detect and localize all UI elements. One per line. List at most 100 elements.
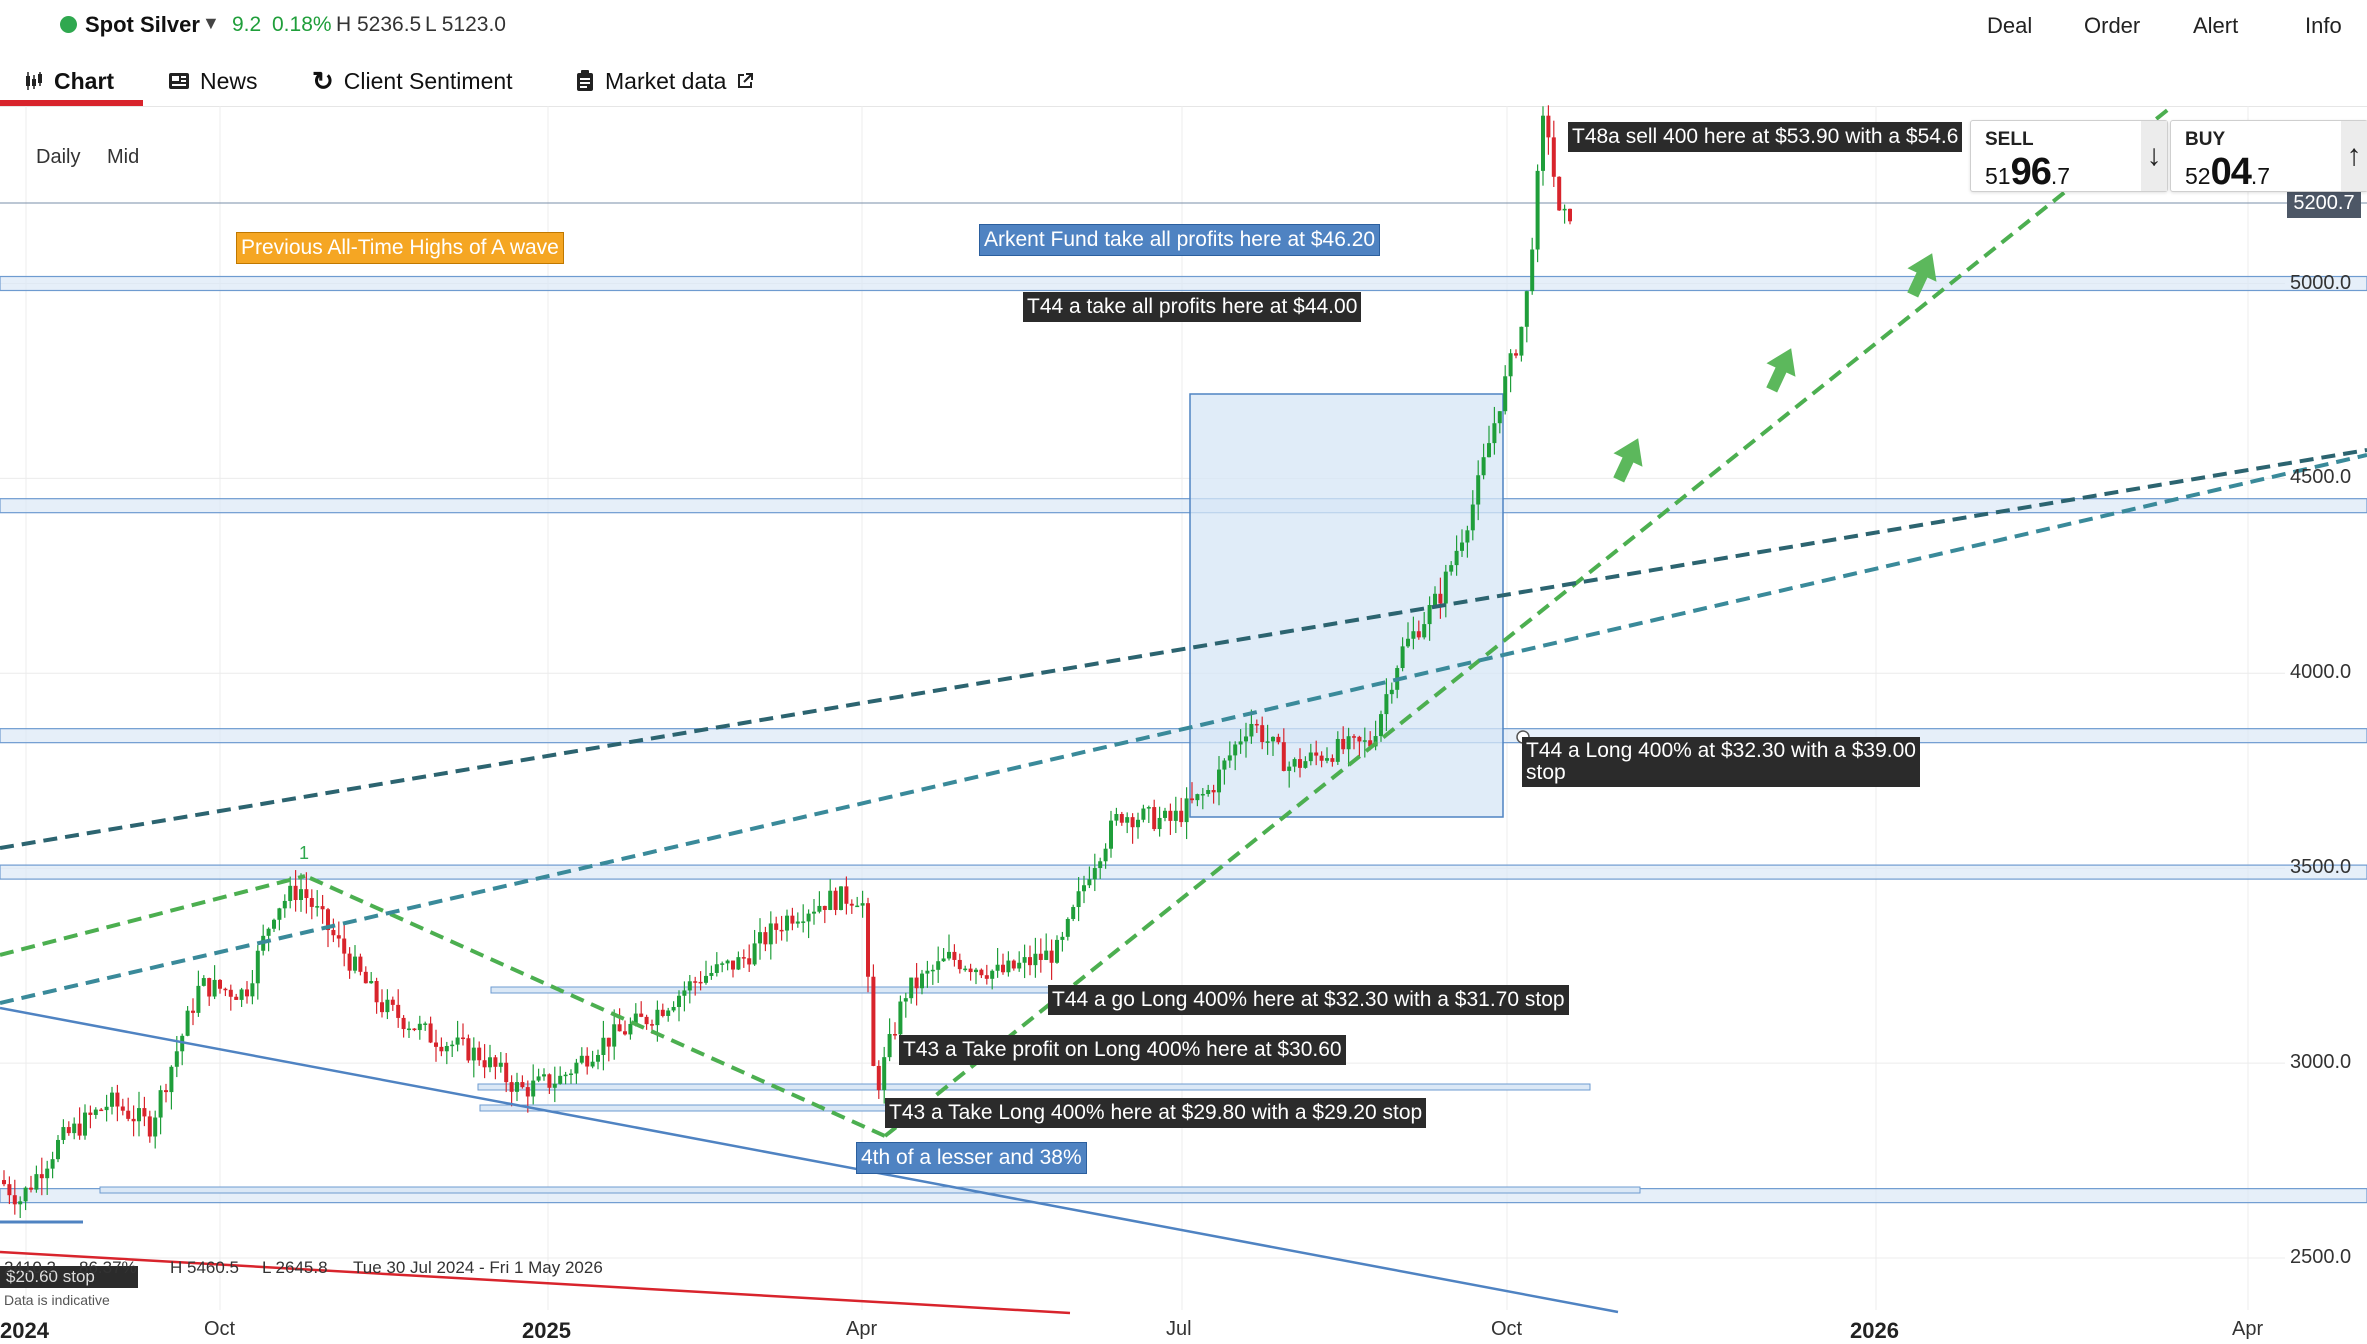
candle-body	[1076, 891, 1081, 908]
candle-body	[396, 1004, 401, 1018]
candle-body	[644, 1016, 649, 1025]
zone-segment[interactable]	[477, 1083, 1591, 1091]
tab-client-sentiment-label: Client Sentiment	[343, 67, 513, 94]
candle-body	[207, 978, 212, 997]
candle-body	[498, 1062, 503, 1067]
green-dashed-trendline-3[interactable]	[883, 106, 2172, 1138]
dark-teal-dashed-trendline[interactable]	[0, 448, 2367, 850]
annotation-t44-long[interactable]: T44 a Long 400% at $32.30 with a $39.00 …	[1522, 737, 1920, 787]
annotation-t43-take-long[interactable]: T43 a Take Long 400% here at $29.80 with…	[885, 1098, 1427, 1128]
instrument-name[interactable]: Spot Silver	[85, 12, 200, 37]
candle-body	[596, 1054, 600, 1062]
green-dashed-trendline-2[interactable]	[309, 876, 886, 1138]
tab-market-data[interactable]: Market data	[575, 56, 754, 106]
candle-body	[34, 1174, 39, 1190]
candle-body	[45, 1168, 50, 1179]
blue-support-trendline[interactable]	[0, 1006, 1619, 1314]
candle-body	[1114, 814, 1119, 821]
candle-body	[752, 943, 757, 965]
order-button[interactable]: Order	[2084, 13, 2141, 38]
level-band[interactable]	[0, 275, 2367, 292]
candle-body	[147, 1116, 152, 1137]
candle-body	[947, 951, 951, 959]
chevron-down-icon[interactable]: ▼	[202, 13, 220, 33]
candle-body	[790, 915, 795, 924]
candle-body	[785, 915, 789, 931]
candle-body	[844, 886, 849, 904]
candle-body	[185, 1010, 190, 1036]
candle-body	[579, 1055, 584, 1063]
y-tick-label: 4500.0	[2290, 466, 2352, 489]
candle-body	[1335, 738, 1340, 762]
deal-button[interactable]: Deal	[1987, 13, 2033, 38]
candle-body	[974, 969, 978, 973]
candle-body	[169, 1066, 174, 1093]
candle-body	[1330, 758, 1335, 762]
tab-client-sentiment[interactable]: ↻ Client Sentiment	[312, 56, 513, 106]
candle-body	[1011, 960, 1016, 969]
interval-selector[interactable]: Daily	[36, 146, 81, 168]
candle-body	[639, 1013, 644, 1017]
candle-body	[828, 890, 833, 910]
candle-body	[1163, 810, 1167, 818]
candle-body	[115, 1092, 120, 1107]
legend-period: Tue 30 Jul 2024 - Fri 1 May 2026	[353, 1258, 603, 1277]
annotation-fourth-wave[interactable]: 4th of a lesser and 38%	[856, 1142, 1087, 1174]
candle-body	[1303, 761, 1308, 768]
green-dashed-trendline-1[interactable]	[0, 874, 306, 957]
annotation-arkent-fund[interactable]: Arkent Fund take all profits here at $46…	[979, 224, 1381, 256]
candle-body	[439, 1046, 444, 1052]
candle-body	[245, 989, 249, 997]
candle-body	[558, 1075, 563, 1084]
tab-chart[interactable]: Chart	[24, 56, 114, 106]
level-band[interactable]	[0, 864, 2367, 880]
buy-label: BUY	[2185, 129, 2226, 150]
target-zone-box[interactable]	[1189, 393, 1504, 818]
level-band[interactable]	[0, 498, 2367, 514]
annotation-t44-go-long[interactable]: T44 a go Long 400% here at $32.30 with a…	[1048, 985, 1569, 1015]
candle-body	[687, 981, 692, 991]
candle-body	[131, 1118, 136, 1122]
red-trendline[interactable]	[0, 1250, 1071, 1315]
candle-body	[99, 1109, 104, 1112]
candle-body	[1249, 723, 1254, 737]
annotation-t44-take-profits[interactable]: T44 a take all profits here at $44.00	[1023, 292, 1362, 322]
candle-body	[477, 1047, 482, 1061]
alert-button[interactable]: Alert	[2193, 13, 2239, 38]
candle-body	[617, 1024, 622, 1032]
annotation-t48a-sell[interactable]: T48a sell 400 here at $53.90 with a $54.…	[1568, 122, 1963, 152]
candle-body	[444, 1045, 449, 1052]
annotation-previous-ath[interactable]: Previous All-Time Highs of A wave	[236, 232, 564, 264]
zone-segment[interactable]	[99, 1186, 1641, 1194]
candle-body	[1006, 960, 1011, 973]
candle-body	[1298, 759, 1302, 768]
candle-body	[1028, 957, 1032, 966]
candle-body	[682, 990, 687, 996]
candle-body	[1168, 810, 1173, 821]
teal-dashed-trendline[interactable]	[0, 453, 2367, 1005]
candle-body	[698, 981, 703, 984]
y-tick-label: 5000.0	[2290, 271, 2352, 294]
buy-ticket[interactable]: BUY 5204.7 ↑	[2170, 120, 2367, 194]
candle-body	[2, 1180, 6, 1185]
candle-body	[23, 1187, 28, 1202]
candle-body	[952, 951, 957, 960]
candle-body	[822, 905, 827, 910]
sell-ticket[interactable]: SELL 5196.7 ↓	[1970, 120, 2168, 193]
candle-body	[18, 1201, 23, 1205]
candle-body	[1508, 353, 1513, 377]
market-open-status-dot	[60, 16, 77, 33]
wave-label-1: 1	[299, 843, 310, 863]
price-type-selector[interactable]: Mid	[107, 146, 140, 168]
candle-body	[612, 1024, 617, 1047]
candle-body	[1190, 798, 1194, 801]
info-button[interactable]: Info	[2305, 13, 2342, 38]
tab-news[interactable]: News	[168, 56, 258, 106]
buy-price: 5204.7	[2185, 151, 2270, 194]
annotation-t43-take-profit[interactable]: T43 a Take profit on Long 400% here at $…	[899, 1035, 1346, 1065]
sell-price-tail: .7	[2050, 163, 2071, 189]
candle-body	[299, 889, 303, 901]
candle-body	[839, 886, 843, 910]
candle-body	[1141, 808, 1146, 820]
